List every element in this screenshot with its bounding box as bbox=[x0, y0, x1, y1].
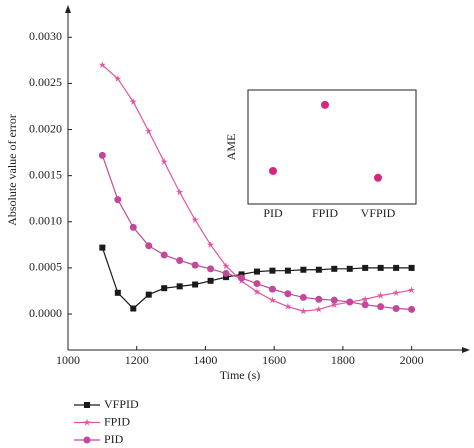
x-tick-label: 1000 bbox=[56, 353, 80, 367]
data-point bbox=[408, 264, 415, 271]
y-tick-label: 0.0020 bbox=[29, 121, 62, 135]
data-point bbox=[238, 271, 245, 278]
x-tick-label: 1200 bbox=[125, 353, 149, 367]
data-point bbox=[98, 61, 107, 69]
inset-x-label: VFPID bbox=[361, 206, 396, 220]
data-point bbox=[253, 280, 261, 288]
data-point bbox=[346, 265, 353, 272]
data-point bbox=[315, 305, 323, 313]
y-tick-label: 0.0030 bbox=[29, 29, 62, 43]
y-tick-label: 0.0015 bbox=[29, 167, 62, 181]
data-point bbox=[192, 281, 199, 288]
data-point bbox=[361, 301, 369, 309]
data-point bbox=[160, 157, 168, 165]
legend-label: VFPID bbox=[104, 397, 139, 411]
data-point bbox=[238, 274, 246, 282]
inset-x-label: FPID bbox=[312, 206, 338, 220]
data-point bbox=[145, 291, 152, 298]
data-point bbox=[207, 277, 214, 284]
data-point bbox=[407, 286, 416, 294]
data-point bbox=[330, 300, 338, 308]
data-point bbox=[207, 265, 215, 273]
data-point bbox=[315, 295, 323, 303]
data-point bbox=[331, 265, 338, 272]
x-axis-label: Time (s) bbox=[220, 368, 261, 382]
y-tick-label: 0.0025 bbox=[29, 75, 62, 89]
data-point bbox=[362, 264, 369, 271]
data-point bbox=[392, 304, 400, 312]
data-point bbox=[299, 293, 307, 301]
data-point bbox=[284, 302, 292, 310]
data-point bbox=[98, 151, 106, 159]
data-point bbox=[268, 285, 276, 293]
data-point bbox=[130, 305, 137, 312]
y-axis-label: Absolute value of error bbox=[5, 114, 19, 226]
inset-point bbox=[321, 100, 329, 109]
data-point bbox=[393, 264, 400, 271]
data-point bbox=[206, 240, 215, 248]
data-point bbox=[253, 287, 261, 296]
data-point bbox=[114, 289, 121, 296]
x-tick-label: 2000 bbox=[400, 353, 424, 367]
data-point bbox=[376, 291, 385, 299]
inset-y-label: AME bbox=[224, 134, 238, 161]
data-point bbox=[300, 266, 307, 273]
x-tick-label: 1400 bbox=[193, 353, 217, 367]
data-point bbox=[176, 257, 184, 265]
y-tick-label: 0.0000 bbox=[29, 306, 62, 320]
inset-point bbox=[374, 173, 382, 182]
data-point bbox=[160, 251, 168, 259]
legend-label: PID bbox=[104, 432, 124, 446]
data-point bbox=[161, 285, 168, 292]
data-point bbox=[315, 266, 322, 273]
data-point bbox=[191, 216, 199, 224]
data-point bbox=[222, 269, 230, 277]
legend-marker bbox=[83, 418, 91, 426]
data-point bbox=[145, 127, 153, 135]
data-point bbox=[223, 274, 230, 281]
data-point bbox=[129, 223, 137, 231]
data-point bbox=[268, 296, 277, 304]
data-point bbox=[284, 290, 292, 298]
x-tick-label: 1800 bbox=[331, 353, 355, 367]
data-point bbox=[377, 303, 385, 311]
data-point bbox=[408, 305, 416, 313]
data-point bbox=[175, 188, 184, 196]
y-tick-label: 0.0010 bbox=[29, 214, 62, 228]
data-point bbox=[114, 74, 122, 82]
inset-x-label: PID bbox=[263, 206, 283, 220]
data-point bbox=[99, 244, 106, 251]
data-point bbox=[129, 97, 137, 106]
inset-frame bbox=[247, 89, 417, 205]
x-axis-arrow bbox=[462, 347, 470, 353]
data-point bbox=[222, 262, 230, 270]
data-point bbox=[299, 307, 308, 315]
data-point bbox=[114, 196, 122, 204]
data-point bbox=[330, 296, 338, 304]
y-tick-label: 0.0005 bbox=[29, 260, 62, 274]
inset-point bbox=[269, 166, 277, 175]
x-tick-label: 1600 bbox=[262, 353, 286, 367]
legend-marker bbox=[84, 402, 90, 408]
data-point bbox=[176, 283, 183, 290]
data-point bbox=[191, 261, 199, 269]
data-point bbox=[392, 288, 400, 296]
data-point bbox=[377, 264, 384, 271]
data-point bbox=[346, 298, 354, 306]
data-point bbox=[361, 295, 369, 303]
legend-marker bbox=[83, 436, 91, 444]
data-point bbox=[284, 267, 291, 274]
y-axis-arrow bbox=[65, 5, 71, 13]
data-point bbox=[253, 268, 260, 275]
data-point bbox=[145, 242, 153, 250]
data-point bbox=[269, 267, 276, 274]
legend-label: FPID bbox=[104, 414, 130, 428]
